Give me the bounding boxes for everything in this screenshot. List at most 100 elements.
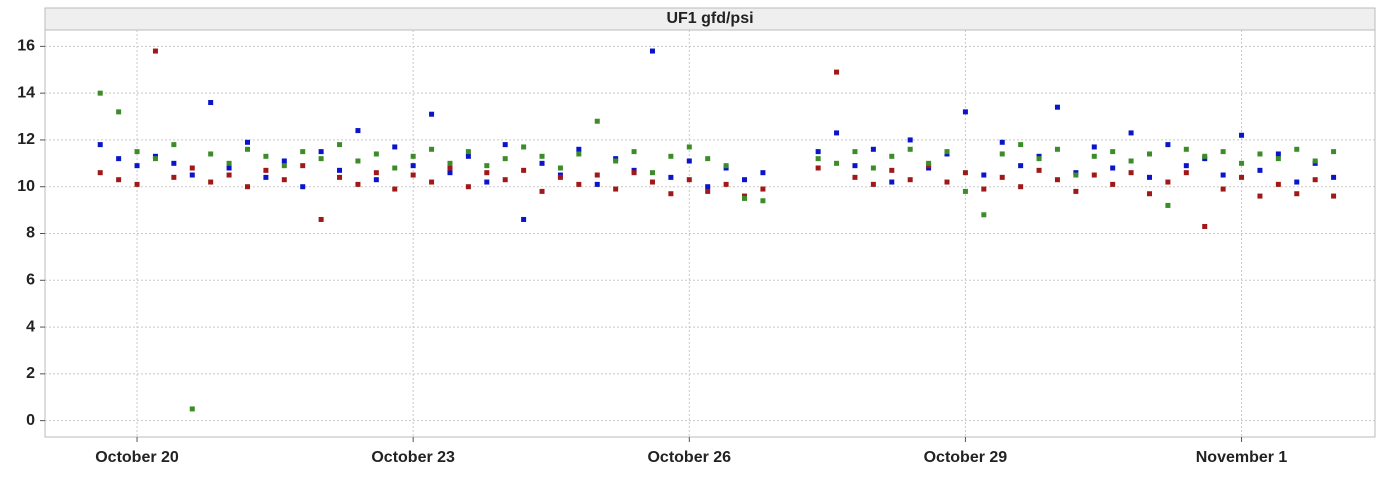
point [410, 172, 416, 178]
point [1146, 174, 1152, 180]
y-tick-label: 4 [26, 318, 35, 335]
point [557, 174, 563, 180]
point [594, 172, 600, 178]
point [889, 153, 895, 159]
point [926, 160, 932, 166]
point [226, 165, 232, 171]
point [594, 118, 600, 124]
point [447, 170, 453, 176]
point [981, 172, 987, 178]
grid: 0 2 4 6 8 10 12 14 16 October 20 October 23 October… [17, 30, 1375, 466]
x-tick-label: October 20 [95, 449, 179, 466]
point [1202, 223, 1208, 229]
point [355, 181, 361, 187]
point [852, 149, 858, 155]
point [392, 144, 398, 150]
point [668, 174, 674, 180]
point [962, 170, 968, 176]
y-tick-label: 10 [17, 178, 35, 195]
point [1220, 186, 1226, 192]
point [999, 151, 1005, 157]
point [429, 146, 435, 152]
point [337, 174, 343, 180]
point [1239, 160, 1245, 166]
point [815, 149, 821, 155]
point [613, 158, 619, 164]
point [852, 174, 858, 180]
point [300, 163, 306, 169]
point [208, 179, 214, 185]
x-tick-label: October 26 [647, 449, 731, 466]
point [870, 146, 876, 152]
point [889, 179, 895, 185]
point [502, 142, 508, 148]
point [705, 156, 711, 162]
point [1202, 153, 1208, 159]
point [1294, 179, 1300, 185]
point [337, 167, 343, 173]
point [576, 146, 582, 152]
point [1073, 188, 1079, 194]
point [300, 184, 306, 190]
point [1110, 165, 1116, 171]
point [944, 149, 950, 155]
point [686, 177, 692, 183]
point [1239, 174, 1245, 180]
point [705, 184, 711, 190]
x-tick-label: October 23 [371, 449, 455, 466]
point [134, 149, 140, 155]
point [1036, 156, 1042, 162]
point [834, 160, 840, 166]
point [760, 186, 766, 192]
point [539, 153, 545, 159]
point [465, 153, 471, 159]
point [263, 167, 269, 173]
point [1257, 193, 1263, 199]
x-tick-label: October 29 [924, 449, 1008, 466]
point [116, 109, 122, 115]
point [1110, 149, 1116, 155]
point [1128, 130, 1134, 136]
point [981, 212, 987, 218]
point [1331, 193, 1337, 199]
y-tick-label: 16 [17, 38, 35, 55]
point [1036, 167, 1042, 173]
point [244, 184, 250, 190]
point [539, 160, 545, 166]
point [116, 156, 122, 162]
point [1220, 172, 1226, 178]
point [447, 160, 453, 166]
point [834, 130, 840, 136]
point [429, 111, 435, 117]
point [723, 163, 729, 169]
point [484, 163, 490, 169]
y-tick-label: 0 [26, 412, 35, 429]
point [1183, 163, 1189, 169]
point [742, 195, 748, 201]
point [1054, 146, 1060, 152]
point [1018, 184, 1024, 190]
point [152, 156, 158, 162]
point [1073, 172, 1079, 178]
point [465, 184, 471, 190]
point [410, 153, 416, 159]
point [189, 165, 195, 171]
point [355, 158, 361, 164]
point [1294, 146, 1300, 152]
point [134, 163, 140, 169]
point [1312, 158, 1318, 164]
point [870, 181, 876, 187]
y-tick-label: 8 [26, 225, 35, 242]
point [705, 188, 711, 194]
point [429, 179, 435, 185]
point [373, 170, 379, 176]
point [337, 142, 343, 148]
point [502, 177, 508, 183]
point [649, 170, 655, 176]
point [815, 165, 821, 171]
point [686, 144, 692, 150]
point [907, 146, 913, 152]
point [1331, 174, 1337, 180]
